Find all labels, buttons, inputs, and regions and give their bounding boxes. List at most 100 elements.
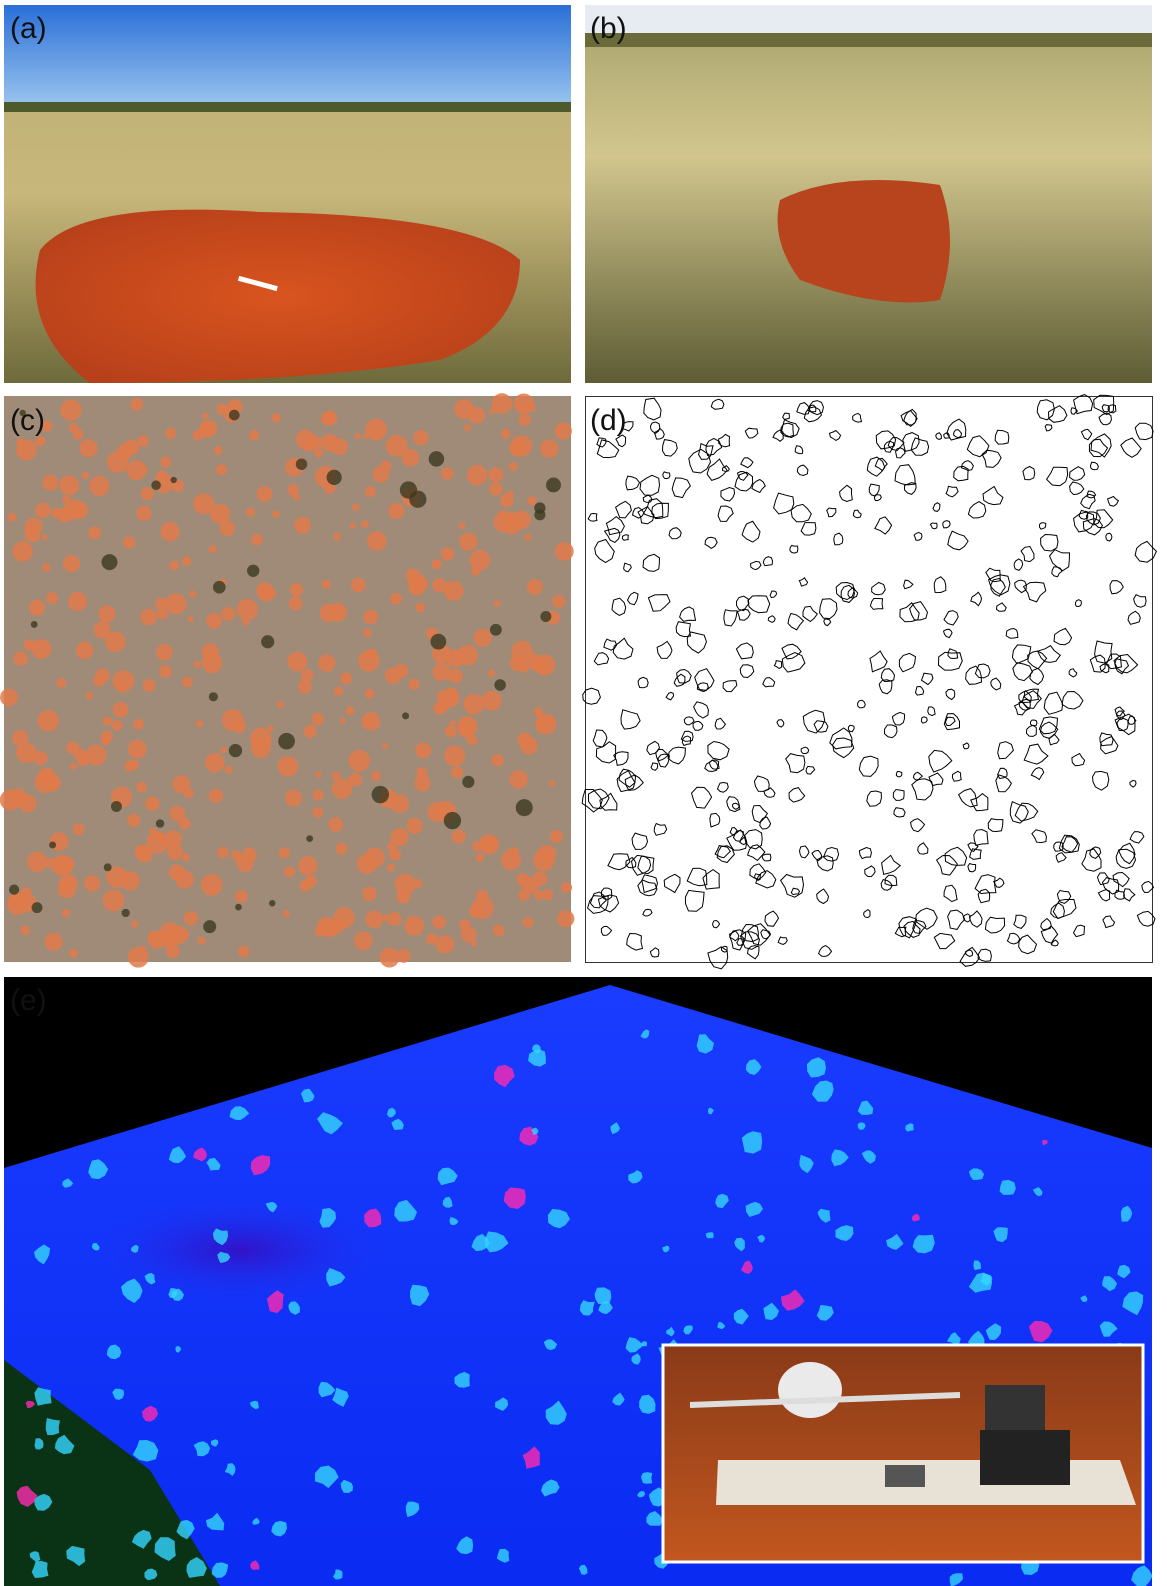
controller [885, 1465, 925, 1487]
fairy-circle [84, 875, 100, 891]
fairy-circle [511, 640, 532, 661]
fairy-circle [233, 720, 246, 733]
fairy-circle [137, 435, 149, 447]
fairy-circle [492, 393, 513, 414]
fairy-circle [105, 632, 126, 653]
fairy-circle [361, 520, 369, 528]
fairy-circle [329, 817, 344, 832]
fairy-circle [305, 875, 317, 887]
fairy-circle [494, 600, 501, 607]
fairy-circle [444, 581, 464, 601]
fairy-circle [406, 818, 422, 834]
fairy-circle [279, 847, 290, 858]
fairy-circle [59, 475, 79, 495]
fairy-circle [441, 547, 454, 560]
fairy-circle [533, 871, 548, 886]
vegetation-patch [641, 1472, 652, 1484]
fairy-circle [397, 949, 411, 963]
shrub [247, 565, 259, 577]
fairy-circle [68, 592, 87, 611]
fairy-circle [511, 435, 532, 456]
fairy-circle [182, 556, 192, 566]
fairy-circle [290, 583, 304, 597]
fairy-circle [458, 645, 478, 665]
fairy-circle [509, 770, 527, 788]
fairy-circle [331, 438, 348, 455]
fairy-circle [527, 496, 536, 505]
panel-label: (e) [10, 984, 47, 1017]
fairy-circle [8, 513, 17, 522]
shrub [409, 491, 426, 508]
fairy-circle [123, 536, 135, 548]
fairy-circle [148, 930, 167, 949]
panel-label: (b) [590, 12, 627, 45]
fairy-circle [354, 433, 360, 439]
fairy-circle [371, 771, 381, 781]
fairy-circle [444, 745, 465, 766]
fairy-circle [312, 713, 325, 726]
fairy-circle [482, 836, 497, 851]
fairy-circle [523, 917, 534, 928]
fairy-circle [475, 853, 484, 862]
fairy-circle [318, 654, 335, 671]
shrub [269, 900, 275, 906]
fairy-circle [24, 526, 40, 542]
sky [4, 5, 571, 108]
fairy-circle [555, 422, 572, 439]
fairy-circle [493, 925, 505, 937]
fairy-circle [216, 464, 227, 475]
fairy-circle [133, 719, 144, 730]
fairy-circle [129, 760, 139, 770]
fairy-circle [491, 754, 504, 767]
fairy-circle [81, 472, 89, 480]
page: (a) (b) (e) (c) (d) (() => { const data … [0, 0, 1167, 1586]
fairy-circle [225, 766, 233, 774]
fairy-circle [365, 689, 375, 699]
fairy-circle [29, 599, 45, 615]
fairy-circle [382, 743, 388, 749]
fairy-circle [437, 690, 451, 704]
fairy-circle [561, 882, 572, 893]
shrub [229, 410, 240, 421]
fairy-circle [214, 446, 223, 455]
fairy-circle [450, 720, 456, 726]
fairy-circle [209, 545, 217, 553]
fairy-circle [209, 789, 223, 803]
fairy-circle [128, 740, 147, 759]
fairy-circle [69, 949, 78, 958]
fairy-circle [519, 414, 531, 426]
fairy-circle [362, 887, 377, 902]
fairy-circle [251, 534, 263, 546]
vegetation-patch [642, 1341, 647, 1346]
fairy-circle [414, 775, 430, 791]
fairy-circle [532, 659, 546, 673]
drone-inset [663, 1345, 1143, 1562]
sky [585, 5, 1152, 35]
fairy-circle [73, 823, 85, 835]
fairy-circle [141, 487, 154, 500]
shrub [229, 744, 242, 757]
fairy-circle [506, 491, 514, 499]
fairy-circle [9, 893, 25, 909]
fairy-circle [388, 503, 404, 519]
fairy-circle [476, 890, 489, 903]
fairy-circle [242, 847, 257, 862]
fairy-circle [85, 692, 93, 700]
fairy-circle [287, 652, 307, 672]
fairy-circle [509, 462, 518, 471]
fairy-circle [278, 756, 299, 777]
fairy-circle [287, 484, 299, 496]
fairy-circle [196, 720, 203, 727]
fairy-circle [395, 874, 416, 895]
shrub [296, 458, 307, 469]
fairy-circle [143, 679, 156, 692]
fairy-circle [451, 766, 463, 778]
fairy-circle [365, 486, 376, 497]
fairy-circle [388, 912, 402, 926]
fairy-circle [432, 915, 446, 929]
fairy-circle [474, 629, 492, 647]
fairy-circle [272, 510, 279, 517]
fairy-circle [166, 593, 187, 614]
fairy-circle [550, 830, 563, 843]
fairy-circle [113, 702, 129, 718]
